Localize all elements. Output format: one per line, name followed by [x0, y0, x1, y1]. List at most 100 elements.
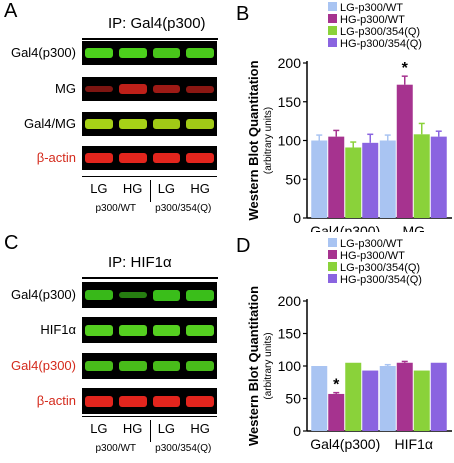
panel-c-lane-topline: [82, 416, 217, 417]
panel-d-bar: [362, 370, 379, 431]
panel-a-lane-label: LG: [90, 181, 108, 196]
panel-c-band: [152, 324, 181, 336]
panel-d-significance-marker: *: [333, 377, 340, 394]
panel-c-band: [152, 289, 181, 301]
panel-b-y-tick-label: 0: [293, 210, 301, 226]
panel-a-band: [85, 119, 113, 129]
panel-d-category-label: HIF1α: [395, 436, 433, 452]
panel-a-lane-label: LG: [157, 181, 176, 196]
panel-d-bar: [328, 393, 345, 431]
panel-a-row-label: β-actin: [36, 150, 76, 165]
panel-d-category-label: Gal4(p300): [310, 436, 380, 452]
panel-b-legend-label: HG-p300/354(Q): [340, 38, 422, 50]
panel-c-ip-title: IP: HIF1α: [108, 254, 172, 271]
panel-d-legend-label: HG-p300/354(Q): [340, 274, 422, 286]
panel-a-band: [85, 86, 113, 92]
panel-a-letter: A: [4, 0, 18, 22]
panel-a-band: [186, 85, 214, 93]
panel-c-band: [85, 395, 113, 407]
panel-c-band: [118, 395, 147, 407]
panel-a-band: [85, 48, 113, 58]
panel-b-bar: [379, 140, 396, 218]
panel-b-category-label: MG: [402, 223, 425, 232]
panel-b-bar: [362, 142, 379, 218]
panel-a-ip-underline: [82, 38, 218, 40]
panel-b-y-tick-label: 200: [278, 55, 302, 71]
panel-a-row-label: Gal4/MG: [23, 116, 76, 131]
panel-b-category-label: Gal4(p300): [310, 223, 380, 232]
panel-c-lane-label: LG: [157, 421, 176, 436]
panel-d-bar: [396, 362, 413, 431]
panel-a-band: [118, 84, 147, 94]
panel-a-band: [186, 119, 214, 129]
panel-c-row-label: β-actin: [36, 393, 76, 408]
panel-b-y-tick-label: 150: [278, 94, 302, 110]
panel-c-band: [186, 395, 214, 407]
panel-a-lane-label: HG: [122, 181, 143, 196]
panel-b-bar: [345, 147, 362, 218]
panel-c-band: [85, 361, 113, 371]
panel-c-row-label: HIF1α: [40, 322, 76, 337]
panel-d-legend-label: HG-p300/WT: [340, 250, 405, 262]
panel-a-group-label: p300/354(Q): [155, 203, 212, 214]
panel-d-y-tick-label: 200: [278, 293, 302, 309]
panel-d-bar: [311, 366, 328, 431]
panel-d-bar: [345, 362, 362, 431]
panel-c-band: [118, 361, 147, 371]
panel-d-legend-swatch: [328, 262, 337, 271]
panel-c-band: [186, 361, 214, 371]
panel-c-band: [85, 290, 113, 300]
panel-b-bar: [328, 136, 345, 218]
panel-a-band: [152, 48, 181, 58]
panel-c-band: [186, 289, 214, 301]
panel-d-legend-label: LG-p300/WT: [340, 238, 403, 250]
panel-d-legend-label: LG-p300/354(Q): [340, 262, 420, 274]
panel-c-ip-underline: [82, 277, 218, 279]
panel-b-legend-label: HG-p300/WT: [340, 14, 405, 26]
panel-a-band: [186, 48, 214, 58]
panel-d-y-tick-label: 150: [278, 326, 302, 342]
panel-b-significance-marker: *: [402, 60, 409, 77]
panel-d-y-axis-title: Western Blot Quantitation: [246, 286, 261, 446]
panel-b-legend-label: LG-p300/WT: [340, 2, 403, 14]
panel-d-y-tick-label: 100: [278, 358, 302, 374]
panel-a-band: [118, 119, 147, 129]
panel-b-bar-chart: B Western Blot Quantitation (arbitrary un…: [236, 2, 452, 232]
panel-a-band: [118, 48, 147, 58]
panel-b-y-tick-label: 50: [285, 171, 301, 187]
panel-d-bar-chart: D Western Blot Quantitation (arbitrary un…: [236, 235, 452, 452]
panel-c-group-label: p300/354(Q): [155, 443, 212, 454]
panel-a-lane-label: HG: [190, 181, 210, 196]
panel-c-band: [118, 324, 147, 336]
panel-d-letter: D: [236, 235, 250, 257]
panel-a-group-label: p300/WT: [95, 203, 137, 214]
panel-c-group-label: p300/WT: [95, 443, 137, 454]
panel-c-letter: C: [4, 232, 19, 254]
panel-d-legend-swatch: [328, 274, 337, 283]
panel-d-y-tick-label: 50: [285, 391, 301, 407]
panel-c-lane-label: HG: [190, 421, 210, 436]
panel-c-lane-label: HG: [122, 421, 143, 436]
panel-c-band: [85, 324, 113, 336]
panel-c-row-label: Gal4(p300): [10, 358, 76, 373]
panel-b-y-axis-subtitle: (arbitrary units): [263, 107, 274, 174]
panel-a-lane-topline: [82, 176, 217, 177]
panel-d-bar: [379, 366, 396, 431]
panel-c-band: [152, 361, 181, 371]
panel-d-y-tick-label: 0: [293, 423, 301, 439]
panel-a-row-label: MG: [55, 81, 76, 96]
panel-b-bar: [396, 84, 413, 218]
panel-b-y-tick-label: 100: [278, 133, 302, 149]
panel-a-band: [85, 153, 113, 163]
panel-d-legend-swatch: [328, 250, 337, 259]
panel-a-band: [152, 85, 181, 93]
panel-b-letter: B: [236, 3, 249, 25]
panel-c-band: [186, 324, 214, 336]
panel-c-band: [152, 395, 181, 407]
panel-b-y-axis-title: Western Blot Quantitation: [246, 60, 261, 220]
panel-b-legend-swatch: [328, 38, 337, 47]
panel-b-bar: [311, 140, 328, 218]
panel-c-lane-label: LG: [90, 421, 108, 436]
panel-a-band: [152, 153, 181, 163]
panel-d-bar: [413, 370, 430, 431]
